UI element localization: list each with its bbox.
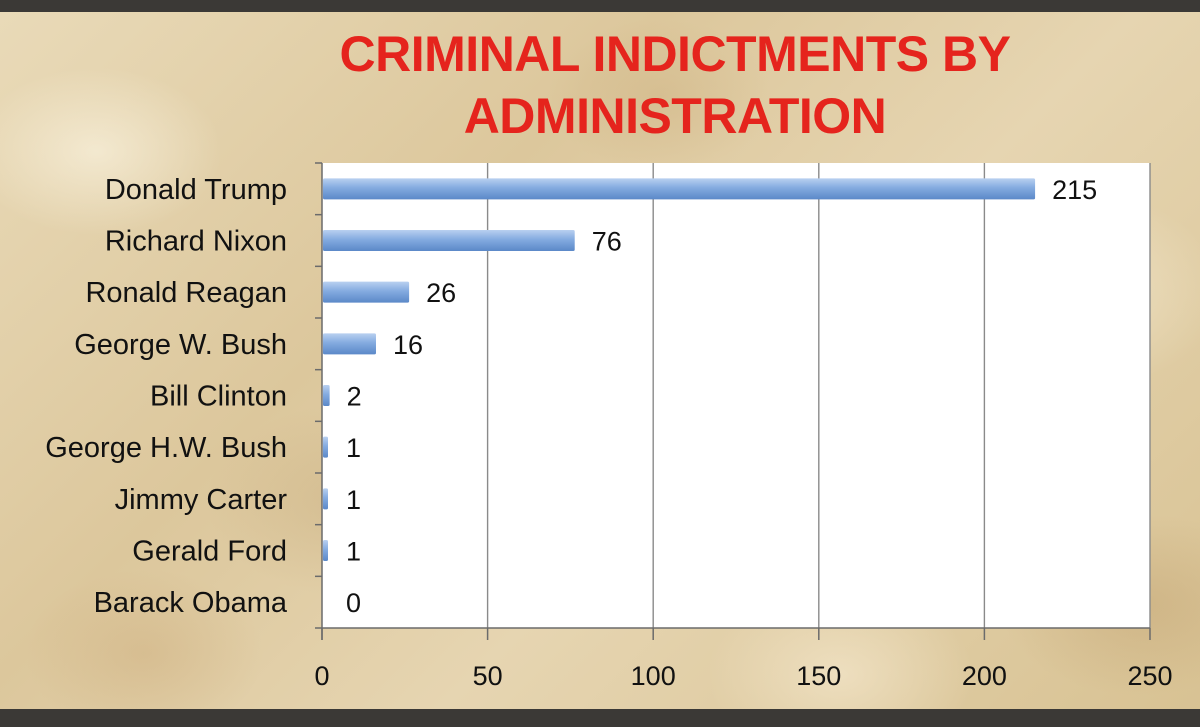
- bar-gerald-ford: [323, 540, 328, 561]
- bottom-bar: [0, 709, 1200, 727]
- bar-chart: CRIMINAL INDICTMENTS BY ADMINISTRATION Do…: [45, 26, 1172, 691]
- x-tick-label: 50: [473, 661, 503, 691]
- category-label: Donald Trump: [105, 174, 287, 206]
- bar-donald-trump: [323, 178, 1036, 200]
- x-tick-label: 150: [796, 661, 841, 691]
- chart-title: CRIMINAL INDICTMENTS BY ADMINISTRATION: [340, 26, 1012, 144]
- bar-george-w-bush: [323, 333, 376, 355]
- data-label: 1: [346, 485, 361, 515]
- bar-richard-nixon: [323, 230, 575, 251]
- category-label: George H.W. Bush: [45, 432, 287, 464]
- data-label: 16: [393, 330, 423, 360]
- category-label: Richard Nixon: [105, 226, 287, 258]
- bar-ronald-reagan: [323, 281, 410, 303]
- bar-george-h-w-bush: [323, 436, 328, 458]
- slide-background: CRIMINAL INDICTMENTS BY ADMINISTRATION Do…: [0, 12, 1200, 709]
- category-label: Gerald Ford: [132, 536, 287, 568]
- x-tick-label: 100: [631, 661, 676, 691]
- axes: [315, 162, 1151, 640]
- data-label: 1: [346, 537, 361, 567]
- data-label: 1: [346, 433, 361, 463]
- x-tick-label: 250: [1127, 661, 1172, 691]
- category-label: George W. Bush: [74, 329, 287, 361]
- bar-jimmy-carter: [323, 488, 328, 510]
- data-label: 2: [347, 382, 362, 412]
- x-tick-labels: 0 50 100 150 200 250: [314, 661, 1172, 691]
- bar-bill-clinton: [323, 385, 330, 406]
- chart-title-line-1: CRIMINAL INDICTMENTS BY: [340, 26, 1011, 82]
- category-label: Ronald Reagan: [85, 277, 287, 309]
- chart-title-line-2: ADMINISTRATION: [464, 88, 887, 144]
- category-label: Jimmy Carter: [115, 484, 288, 516]
- x-tick-label: 200: [962, 661, 1007, 691]
- data-label: 76: [592, 227, 622, 257]
- category-label: Barack Obama: [94, 587, 288, 619]
- data-label: 215: [1052, 175, 1097, 205]
- category-label: Bill Clinton: [150, 381, 287, 413]
- data-label: 26: [426, 278, 456, 308]
- category-labels: Donald Trump Richard Nixon Ronald Reagan Ge…: [45, 174, 288, 619]
- bars: [323, 178, 1036, 561]
- x-tick-label: 0: [314, 661, 329, 691]
- data-label: 0: [346, 588, 361, 618]
